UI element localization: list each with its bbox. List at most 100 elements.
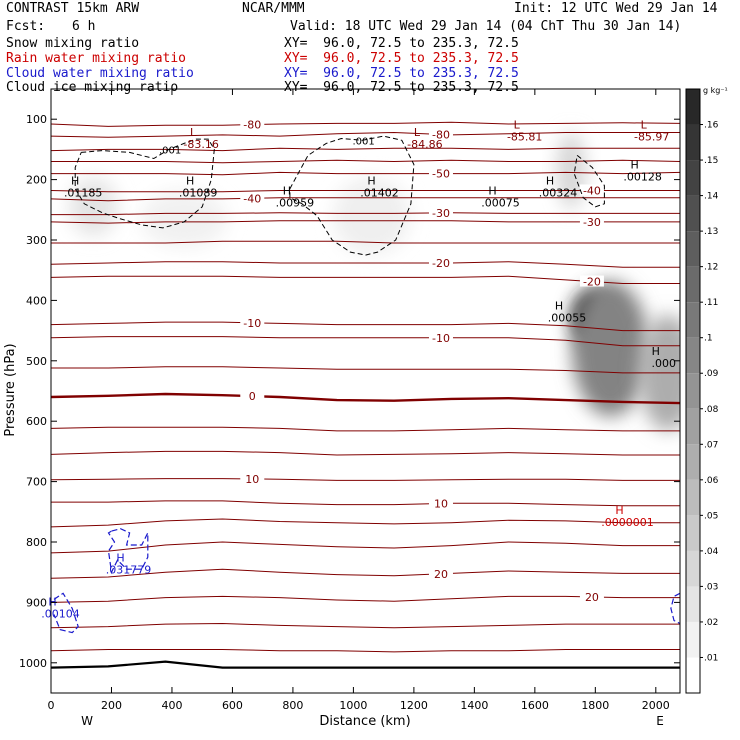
colorbar-tick-label: .12 [704, 263, 718, 273]
colorbar-swatch [686, 550, 700, 587]
field-cloudwater-xy: XY= 96.0, 72.5 to 235.3, 72.5 [284, 66, 519, 81]
temperature-contour-5 [51, 190, 680, 193]
colorbar-swatch [686, 444, 700, 480]
temperature-contour-3 [51, 159, 680, 164]
field-cloudwater-name: Cloud water mixing ratio [6, 66, 194, 81]
field-rain-name: Rain water mixing ratio [6, 51, 187, 66]
contour-label-bg [579, 590, 604, 602]
extremum-value: .000 [652, 357, 677, 370]
model-title: CONTRAST 15km ARW [6, 1, 140, 16]
temperature-contour-22 [51, 568, 680, 579]
colorbar-tick-label: .02 [704, 618, 718, 628]
extremum-value: .031779 [106, 563, 152, 576]
contour-label-bg [240, 118, 265, 130]
contour-label-bg [240, 472, 265, 484]
extremum-H-marker: H [630, 159, 638, 172]
colorbar-tick-label: .04 [704, 547, 719, 557]
field-cloudice-name: Cloud ice mixing ratio [6, 80, 179, 95]
init-time: Init: 12 UTC Wed 29 Jan 14 [514, 1, 718, 16]
shaded-region-1 [571, 281, 650, 417]
org-label: NCAR/MMM [242, 1, 305, 16]
extremum-value: -85.97 [634, 130, 669, 143]
extremum-H-marker: H [652, 345, 660, 358]
contour-label-bg [428, 331, 453, 343]
y-tick-label: 500 [26, 355, 47, 368]
x-tick-label: 800 [282, 699, 303, 712]
colorbar-swatch [686, 337, 700, 374]
contour-label: 0 [249, 390, 256, 403]
colorbar-tick-label: .16 [704, 121, 719, 131]
x-tick-label: 1200 [400, 699, 428, 712]
contour-label: -20 [583, 276, 601, 289]
colorbar-swatch [686, 373, 700, 409]
temperature-contour-11 [51, 275, 680, 284]
contour-label-bg [428, 567, 453, 579]
temperature-contour-21 [51, 541, 680, 554]
extremum-value: .00075 [481, 197, 520, 210]
extremum-L-marker: L [641, 118, 648, 131]
forecast-hours: 6 h [72, 19, 96, 34]
x-axis-label: Distance (km) [319, 714, 410, 729]
cloud-ice-contour-2 [573, 155, 605, 208]
y-tick-label: 800 [26, 536, 47, 549]
extremum-H-marker: H [555, 299, 563, 312]
colorbar-tick-label: .01 [704, 653, 718, 663]
colorbar-tick-label: .09 [704, 369, 719, 379]
contour-label-bg [428, 256, 453, 268]
contour-label: -10 [243, 317, 261, 330]
colorbar-swatch [686, 621, 700, 658]
y-tick-label: 600 [26, 415, 47, 428]
contour-label: -20 [432, 257, 450, 270]
colorbar-unit: g kg⁻¹ [703, 86, 728, 95]
cloud-ice-contour-0 [74, 138, 215, 229]
colorbar-tick-label: .06 [704, 476, 719, 486]
temperature-contour-10 [51, 261, 680, 268]
field-snow-xy: XY= 96.0, 72.5 to 235.3, 72.5 [284, 36, 519, 51]
contour-label-bg [579, 184, 604, 196]
contour-label-bg [240, 316, 265, 328]
y-tick-label: 400 [26, 294, 47, 307]
colorbar-tick-label: .07 [704, 440, 718, 450]
temperature-contour-18 [51, 478, 680, 481]
extremum-value: .00959 [276, 197, 315, 210]
cloud-ice-contour-label: .001 [352, 136, 374, 147]
cloud-water-contour-0 [107, 528, 149, 575]
x-tick-label: 600 [222, 699, 243, 712]
cloud-water-contour-2 [670, 592, 680, 625]
colorbar-tick-label: .15 [704, 156, 718, 166]
contour-label: -80 [243, 119, 261, 132]
y-tick-label: 300 [26, 234, 47, 247]
colorbar-swatch [686, 302, 700, 338]
y-tick-label: 1000 [19, 657, 47, 670]
colorbar-swatch [686, 89, 700, 125]
contour-label: -40 [583, 184, 601, 197]
colorbar-swatch [686, 195, 700, 232]
extremum-H-marker: H [546, 174, 554, 187]
colorbar-swatch [686, 586, 700, 622]
x-tick-label: 1000 [339, 699, 367, 712]
x-tick-label: 1800 [581, 699, 609, 712]
temperature-contour-13 [51, 336, 680, 347]
extremum-H-marker: H [283, 185, 291, 198]
colorbar-frame [685, 88, 701, 694]
extremum-value: -84.86 [407, 138, 442, 151]
temperature-contour-2 [51, 147, 680, 152]
x-west-label: W [81, 714, 93, 728]
temperature-contour-16 [51, 426, 680, 432]
contour-label-bg [240, 390, 265, 402]
contour-label-bg [428, 497, 453, 509]
y-tick-label: 100 [26, 113, 47, 126]
colorbar-swatch [686, 160, 700, 196]
y-tick-label: 700 [26, 476, 47, 489]
y-tick-label: 200 [26, 174, 47, 187]
shaded-region-4 [556, 131, 586, 210]
extremum-H-marker: H [615, 504, 623, 517]
temperature-contour-17 [51, 450, 680, 456]
colorbar-tick-label: .11 [704, 298, 718, 308]
cloud-water-contour-1 [53, 592, 79, 634]
extremum-H-marker: H [71, 174, 79, 187]
x-tick-label: 400 [161, 699, 182, 712]
colorbar-tick-label: .05 [704, 511, 718, 521]
colorbar-swatch [686, 231, 700, 267]
contour-label-bg [579, 275, 604, 287]
